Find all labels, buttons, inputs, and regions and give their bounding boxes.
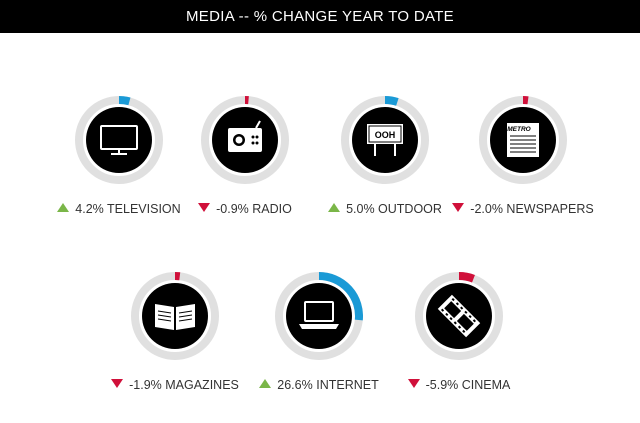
change-arrow-icon bbox=[259, 379, 272, 388]
page-title-text: MEDIA -- % CHANGE YEAR TO DATE bbox=[186, 8, 454, 25]
film-icon bbox=[437, 294, 481, 338]
change-arrow-icon bbox=[407, 379, 420, 388]
media-item-internet: 26.6% INTERNET bbox=[244, 272, 394, 412]
change-value: -0.9% bbox=[216, 202, 249, 216]
icon-disc bbox=[142, 283, 208, 349]
media-label: -5.9% CINEMA bbox=[384, 378, 534, 392]
media-item-newspapers: METRO -2.0% NEWSPAPERS bbox=[448, 96, 598, 236]
media-name: NEWSPAPERS bbox=[506, 202, 594, 216]
icon-disc bbox=[86, 107, 152, 173]
media-label: 26.6% INTERNET bbox=[244, 378, 394, 392]
change-arrow-icon bbox=[328, 203, 341, 212]
gauge-ring bbox=[275, 272, 363, 360]
billboard-icon: OOH bbox=[367, 124, 403, 156]
media-item-television: 4.2% TELEVISION bbox=[44, 96, 194, 236]
change-arrow-icon bbox=[111, 379, 124, 388]
media-label: -2.0% NEWSPAPERS bbox=[448, 202, 598, 216]
icon-disc bbox=[286, 283, 352, 349]
radio-icon bbox=[228, 120, 262, 152]
gauge-ring bbox=[415, 272, 503, 360]
gauge-arc bbox=[458, 272, 475, 283]
media-label: -0.9% RADIO bbox=[170, 202, 320, 216]
media-name: CINEMA bbox=[461, 378, 511, 392]
television-icon bbox=[100, 125, 138, 155]
change-value: -1.9% bbox=[129, 378, 162, 392]
gauge-ring: METRO bbox=[479, 96, 567, 184]
gauge-ring bbox=[75, 96, 163, 184]
gauge-ring bbox=[201, 96, 289, 184]
media-label: 5.0% OUTDOOR bbox=[310, 202, 460, 216]
change-value: -5.9% bbox=[425, 378, 459, 392]
media-item-outdoor: OOH 5.0% OUTDOOR bbox=[310, 96, 460, 236]
change-value: 5.0% bbox=[346, 202, 375, 216]
media-name: TELEVISION bbox=[107, 202, 181, 216]
page-title: MEDIA -- % CHANGE YEAR TO DATE bbox=[0, 0, 640, 33]
newspaper-icon: METRO bbox=[507, 123, 539, 157]
media-item-cinema: -5.9% CINEMA bbox=[384, 272, 534, 412]
billboard-text: OOH bbox=[375, 130, 396, 140]
change-value: 26.6% bbox=[277, 378, 313, 392]
media-item-magazines: -1.9% MAGAZINES bbox=[100, 272, 250, 412]
media-name: MAGAZINES bbox=[165, 378, 239, 392]
media-name: OUTDOOR bbox=[378, 202, 442, 216]
gauge-arc bbox=[318, 272, 363, 321]
change-arrow-icon bbox=[452, 203, 465, 212]
gauge-ring: OOH bbox=[341, 96, 429, 184]
media-label: 4.2% TELEVISION bbox=[44, 202, 194, 216]
gauge-arc bbox=[118, 96, 131, 106]
change-value: -2.0% bbox=[470, 202, 503, 216]
change-arrow-icon bbox=[198, 203, 211, 212]
media-name: INTERNET bbox=[316, 378, 379, 392]
gauge-ring bbox=[131, 272, 219, 360]
magazine-icon bbox=[155, 304, 195, 330]
change-arrow-icon bbox=[57, 203, 70, 212]
gauge-arc bbox=[384, 96, 399, 106]
newspaper-masthead: METRO bbox=[507, 126, 530, 133]
media-name: RADIO bbox=[252, 202, 292, 216]
change-value: 4.2% bbox=[75, 202, 104, 216]
media-label: -1.9% MAGAZINES bbox=[100, 378, 250, 392]
laptop-icon bbox=[299, 301, 339, 329]
media-item-radio: -0.9% RADIO bbox=[170, 96, 320, 236]
